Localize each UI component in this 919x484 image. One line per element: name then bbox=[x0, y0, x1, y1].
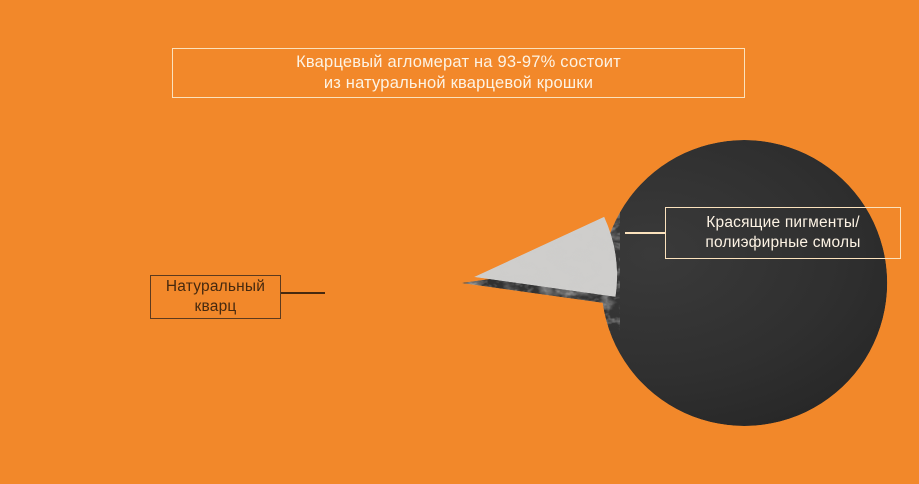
connector-line-right bbox=[625, 232, 666, 234]
callout-natural-quartz-label: Натуральный кварц bbox=[165, 278, 266, 315]
callout-pigments-resins-label: Красящие пигменты/ полиэфирные смолы bbox=[705, 214, 861, 251]
callout-pigments-resins: Красящие пигменты/ полиэфирные смолы bbox=[665, 207, 901, 259]
headline-banner: Кварцевый агломерат на 93-97% состоит из… bbox=[172, 48, 745, 98]
pie-slice-pigments-resins bbox=[474, 216, 618, 297]
connector-line-left bbox=[280, 292, 325, 294]
callout-natural-quartz: Натуральный кварц bbox=[150, 275, 281, 319]
headline-text: Кварцевый агломерат на 93-97% состоит из… bbox=[296, 53, 621, 92]
pie-slice-natural-quartz bbox=[461, 140, 888, 427]
